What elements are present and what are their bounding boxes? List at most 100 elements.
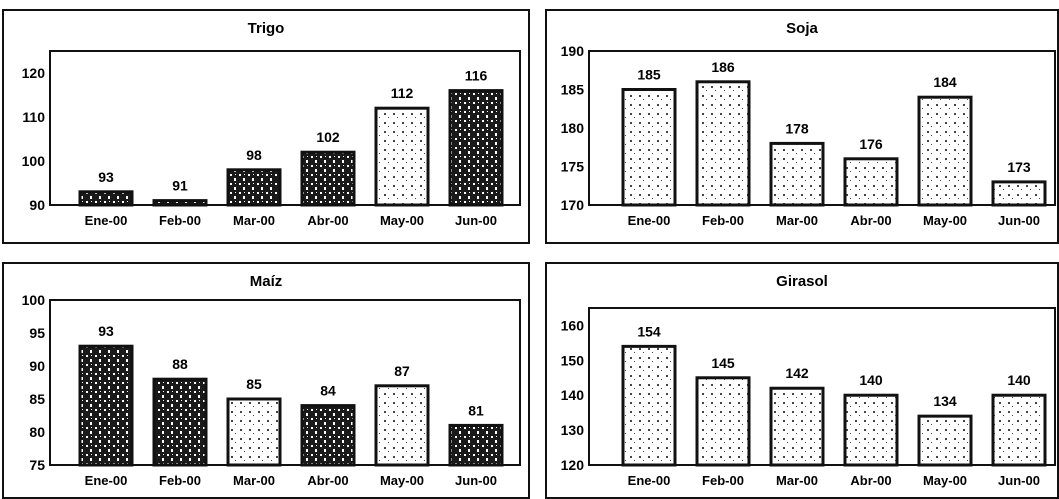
x-tick-label: Jun-00 (998, 473, 1040, 488)
y-tick-label: 140 (561, 387, 585, 403)
bar (769, 386, 825, 467)
chart-maiz: Maíz 75 80 85 90 95 100 93 Ene-00 88 Feb-00 85 Mar-0… (22, 273, 521, 488)
bar (695, 80, 751, 207)
bar (78, 190, 134, 207)
x-tick-label: Jun-00 (455, 213, 497, 228)
data-label: 185 (637, 67, 661, 83)
x-tick-label: Feb-00 (702, 473, 744, 488)
x-tick-label: Ene-00 (628, 473, 671, 488)
x-tick-label: Ene-00 (85, 213, 128, 228)
bar (152, 377, 208, 467)
x-tick-label: Mar-00 (233, 473, 275, 488)
x-tick-label: May-00 (923, 213, 967, 228)
x-tick-label: May-00 (380, 213, 424, 228)
x-tick-label: Feb-00 (159, 213, 201, 228)
x-tick-label: Mar-00 (776, 473, 818, 488)
x-tick-label: May-00 (380, 473, 424, 488)
chart-panel-maiz: Maíz 75 80 85 90 95 100 93 Ene-00 88 Feb-00 85 Mar-0… (2, 262, 530, 499)
bar (695, 376, 751, 467)
data-label: 102 (316, 129, 340, 145)
bar (226, 168, 282, 207)
x-tick-label: Abr-00 (850, 213, 891, 228)
y-tick-label: 90 (29, 197, 45, 213)
y-tick-label: 170 (561, 197, 585, 213)
chart-soja: Soja 170 175 180 185 190 185 Ene-00 186 Feb-00 178… (561, 20, 1056, 228)
y-tick-label: 120 (22, 65, 46, 81)
bar (300, 150, 356, 207)
chart-panel-soja: Soja 170 175 180 185 190 185 Ene-00 186 Feb-00 178… (545, 9, 1059, 244)
data-label: 142 (785, 365, 809, 381)
chart-title: Maíz (250, 273, 283, 290)
data-label: 93 (98, 323, 114, 339)
y-tick-label: 180 (561, 120, 585, 136)
plot-area (49, 50, 521, 206)
y-tick-label: 150 (561, 352, 585, 368)
bar (374, 106, 430, 207)
x-tick-label: Abr-00 (307, 213, 348, 228)
bar (152, 199, 208, 207)
bar (917, 95, 973, 207)
bar (769, 141, 825, 207)
data-label: 85 (246, 376, 262, 392)
data-label: 184 (933, 74, 957, 90)
y-tick-label: 110 (22, 109, 45, 125)
data-label: 176 (859, 136, 883, 152)
y-tick-label: 100 (22, 153, 46, 169)
bar (843, 393, 899, 467)
y-tick-label: 175 (561, 159, 585, 175)
data-label: 93 (98, 169, 114, 185)
bar (991, 180, 1047, 207)
chart-title: Girasol (776, 273, 828, 290)
y-tick-label: 85 (29, 391, 45, 407)
x-tick-label: Ene-00 (628, 213, 671, 228)
data-label: 91 (172, 178, 188, 194)
bar (917, 414, 973, 467)
y-tick-label: 130 (561, 422, 585, 438)
y-tick-label: 80 (29, 424, 45, 440)
y-tick-label: 100 (22, 292, 46, 308)
chart-title: Soja (786, 20, 818, 37)
data-label: 140 (859, 372, 883, 388)
y-tick-label: 90 (29, 358, 45, 374)
data-label: 88 (172, 356, 188, 372)
x-tick-label: Mar-00 (233, 213, 275, 228)
x-tick-label: Abr-00 (850, 473, 891, 488)
bar (300, 404, 356, 467)
chart-panel-trigo: Trigo 90 100 110 120 93 Ene-00 91 Feb-00 98 Mar-00… (2, 9, 530, 244)
data-label: 116 (465, 68, 488, 84)
data-label: 145 (711, 355, 735, 371)
chart-trigo: Trigo 90 100 110 120 93 Ene-00 91 Feb-00 98 Mar-00… (22, 20, 521, 228)
data-label: 134 (933, 393, 957, 409)
data-label: 98 (246, 147, 262, 163)
bar (78, 344, 134, 467)
x-tick-label: Jun-00 (455, 473, 497, 488)
x-tick-label: Feb-00 (159, 473, 201, 488)
bar (448, 423, 504, 467)
bar (991, 393, 1047, 467)
x-tick-label: Abr-00 (307, 473, 348, 488)
y-tick-label: 75 (29, 457, 45, 473)
y-tick-label: 190 (561, 43, 585, 59)
data-label: 84 (320, 383, 336, 399)
chart-title: Trigo (248, 20, 285, 37)
data-label: 87 (394, 363, 410, 379)
y-tick-label: 120 (561, 457, 585, 473)
y-tick-label: 185 (561, 82, 585, 98)
bar (226, 397, 282, 467)
x-tick-label: Mar-00 (776, 213, 818, 228)
bar (448, 89, 504, 207)
x-tick-label: Jun-00 (998, 213, 1040, 228)
data-label: 154 (637, 323, 661, 339)
bar (621, 88, 677, 207)
data-label: 178 (785, 120, 809, 136)
x-tick-label: Feb-00 (702, 213, 744, 228)
data-label: 140 (1007, 372, 1031, 388)
plot-area (49, 299, 521, 466)
chart-panel-girasol: Girasol 120 130 140 150 160 154 Ene-00 145 Feb-00… (545, 262, 1059, 499)
y-tick-label: 95 (29, 325, 45, 341)
bar (374, 384, 430, 467)
data-label: 112 (391, 85, 414, 101)
bar (843, 157, 899, 207)
data-label: 81 (468, 402, 484, 418)
